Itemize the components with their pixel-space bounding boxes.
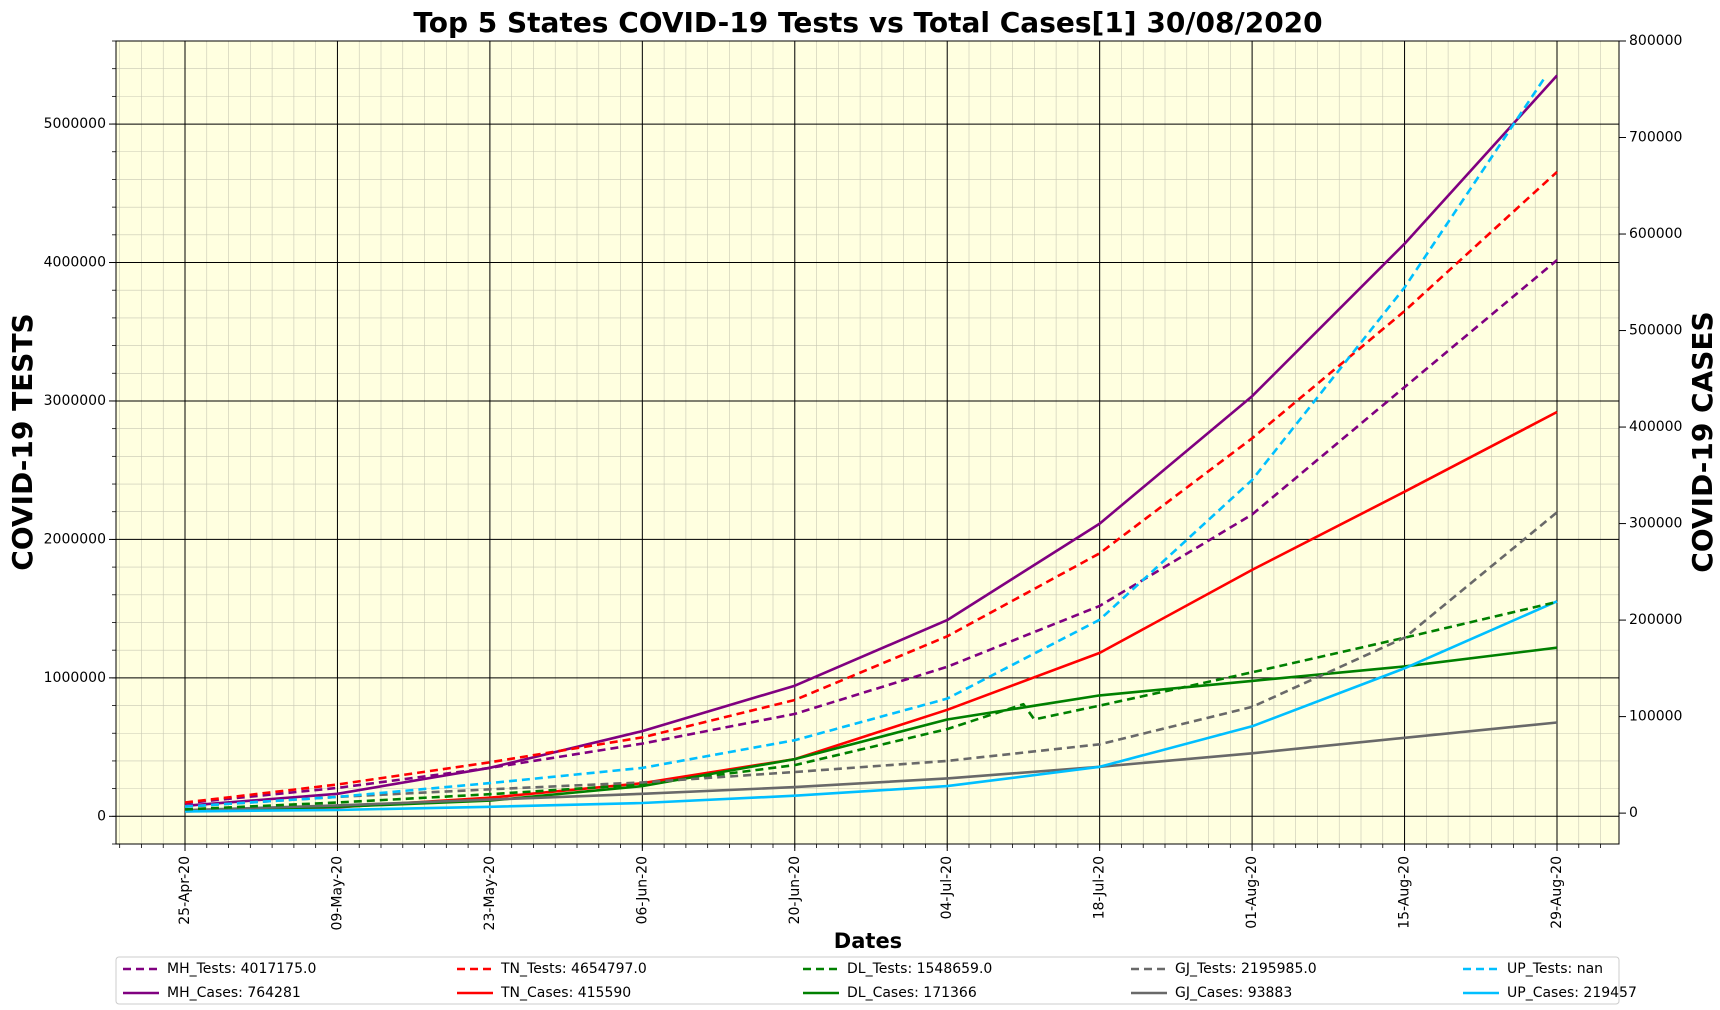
x-tick-label: 20-Jun-20 bbox=[787, 856, 803, 924]
x-tick-label: 01-Aug-20 bbox=[1244, 856, 1260, 929]
y-right-tick-label: 200000 bbox=[1629, 612, 1682, 628]
y-right-tick-label: 0 bbox=[1629, 805, 1638, 821]
legend-label: TN_Tests: 4654797.0 bbox=[500, 961, 647, 977]
y-right-tick-label: 400000 bbox=[1629, 419, 1682, 435]
series-line-gj-cases bbox=[184, 721, 1558, 812]
legend-label: MH_Cases: 764281 bbox=[167, 985, 301, 1001]
series-layer bbox=[184, 74, 1558, 813]
legend-label: DL_Cases: 171366 bbox=[847, 985, 977, 1001]
legend-label: GJ_Cases: 93883 bbox=[1175, 985, 1292, 1001]
series-line-up-tests bbox=[184, 74, 1548, 808]
y-right-tick-label: 600000 bbox=[1629, 226, 1682, 242]
series-line-up-cases bbox=[184, 600, 1558, 813]
y-left-tick-label: 1000000 bbox=[44, 670, 106, 686]
y-left-tick-label: 2000000 bbox=[44, 531, 106, 547]
y-left-tick-label: 3000000 bbox=[44, 393, 106, 409]
legend-label: TN_Cases: 415590 bbox=[500, 985, 631, 1001]
y-axis-left-title: COVID-19 TESTS bbox=[6, 313, 39, 570]
y-axis-right-title: COVID-19 CASES bbox=[1686, 311, 1719, 572]
legend-label: UP_Tests: nan bbox=[1507, 961, 1603, 977]
y-right-tick-label: 800000 bbox=[1629, 33, 1682, 49]
x-axis-title: Dates bbox=[834, 929, 902, 953]
y-right-tick-label: 700000 bbox=[1629, 130, 1682, 146]
plot-background bbox=[116, 41, 1619, 844]
y-left-tick-label: 4000000 bbox=[44, 255, 106, 271]
chart-title: Top 5 States COVID-19 Tests vs Total Cas… bbox=[413, 6, 1322, 39]
series-line-dl-tests bbox=[184, 600, 1558, 811]
legend-label: GJ_Tests: 2195985.0 bbox=[1175, 961, 1317, 977]
y-left-tick-label: 5000000 bbox=[44, 116, 106, 132]
legend: MH_Tests: 4017175.0 TN_Tests: 4654797.0 DL… bbox=[115, 956, 1637, 1005]
legend-label: MH_Tests: 4017175.0 bbox=[167, 961, 316, 977]
legend-label: DL_Tests: 1548659.0 bbox=[847, 961, 992, 977]
x-tick-label: 06-Jun-20 bbox=[634, 856, 650, 924]
major-grid bbox=[116, 41, 1619, 844]
x-tick-label: 29-Aug-20 bbox=[1549, 856, 1565, 929]
legend-label: UP_Cases: 219457 bbox=[1507, 985, 1637, 1001]
y-right-tick-label: 500000 bbox=[1629, 323, 1682, 339]
series-line-mh-cases bbox=[184, 74, 1558, 808]
x-tick-label: 04-Jul-20 bbox=[939, 856, 955, 919]
axes-layer: 25-Apr-20 09-May-20 23-May-20 06-Jun-20 20-J… bbox=[44, 33, 1683, 930]
y-right-tick-label: 300000 bbox=[1629, 516, 1682, 532]
x-tick-label: 18-Jul-20 bbox=[1092, 856, 1108, 919]
series-line-tn-tests bbox=[184, 170, 1558, 804]
x-tick-label: 15-Aug-20 bbox=[1397, 856, 1413, 929]
plot-frame bbox=[115, 40, 1620, 845]
x-tick-label: 23-May-20 bbox=[482, 856, 498, 930]
x-tick-label: 09-May-20 bbox=[329, 856, 345, 930]
x-tick-label: 25-Apr-20 bbox=[177, 856, 193, 925]
series-line-gj-tests bbox=[184, 511, 1558, 808]
y-right-tick-label: 100000 bbox=[1629, 709, 1682, 725]
y-left-tick-label: 0 bbox=[97, 808, 106, 824]
series-line-mh-tests bbox=[184, 259, 1558, 805]
